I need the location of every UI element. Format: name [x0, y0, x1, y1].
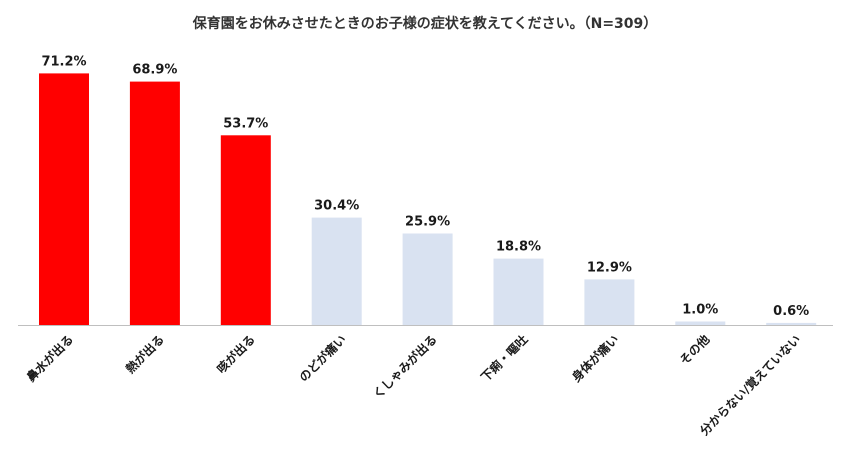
chart-title: 保育園をお休みさせたときのお子様の症状を教えてください。（N=309） — [192, 16, 658, 32]
category-label-1: 鼻水が出る — [23, 332, 76, 385]
category-label-6: 下痢・嘔吐 — [478, 332, 531, 385]
category-labels-layer: 鼻水が出る 熱が出る 咳が出る のどが痛い くしゃみが出る 下痢・嘔吐 身体が痛い その他分か… — [23, 332, 803, 439]
bar-9 — [766, 322, 817, 325]
value-label-7: 12.9% — [587, 260, 632, 275]
value-label-4: 30.4% — [314, 199, 359, 214]
category-label-5: くしゃみが出る — [370, 332, 440, 402]
bar-4 — [311, 217, 362, 325]
bars-layer — [39, 73, 817, 326]
value-label-2: 68.9% — [132, 63, 177, 78]
bar-7 — [584, 279, 635, 325]
value-label-1: 71.2% — [41, 54, 86, 69]
value-label-3: 53.7% — [223, 116, 268, 131]
category-label-3: 咳が出る — [213, 332, 258, 377]
bar-5 — [402, 233, 453, 325]
bar-1 — [39, 73, 89, 326]
category-label-2: 熱が出る — [122, 332, 167, 377]
value-label-5: 25.9% — [405, 215, 450, 230]
bar-6 — [493, 258, 544, 325]
category-label-9: 分からない/覚えていない — [697, 332, 804, 439]
value-labels-layer: 71.2% 68.9% 53.7% 30.4% 25.9% 18.8% 12.9% 1.0% 0… — [41, 54, 809, 319]
bar-2 — [129, 81, 180, 325]
category-label-4: のどが痛い — [296, 332, 349, 385]
value-label-8: 1.0% — [682, 303, 718, 318]
category-label-7: 身体が痛い — [568, 332, 621, 385]
value-label-6: 18.8% — [496, 240, 541, 255]
value-label-9: 0.6% — [773, 304, 809, 319]
bar-8 — [675, 321, 726, 325]
category-label-8: その他 — [676, 332, 712, 368]
bar-3 — [220, 135, 271, 325]
